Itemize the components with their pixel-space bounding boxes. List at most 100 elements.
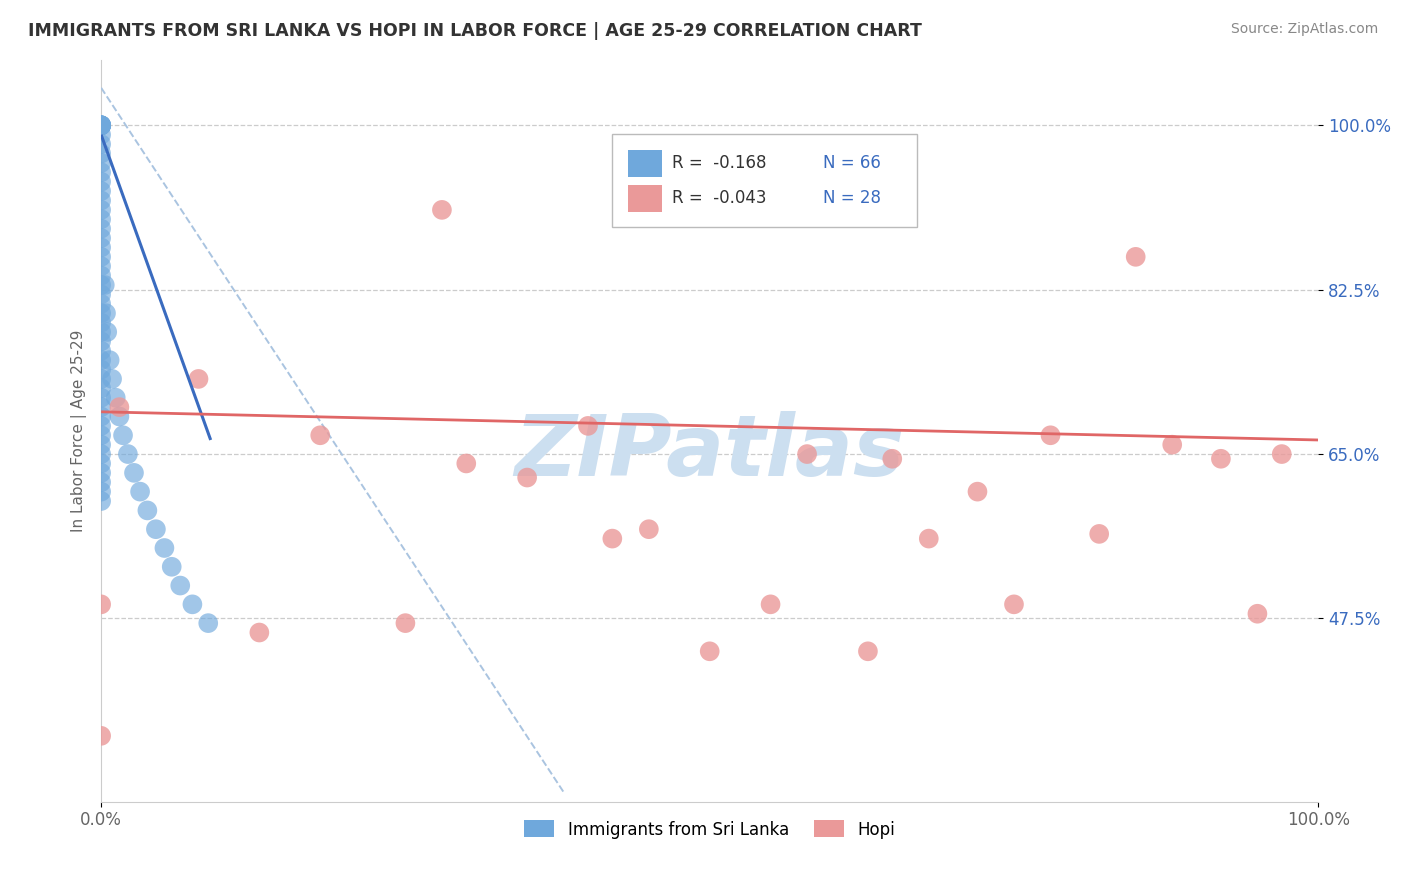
Point bbox=[197, 616, 219, 631]
Text: Source: ZipAtlas.com: Source: ZipAtlas.com bbox=[1230, 22, 1378, 37]
Point bbox=[90, 128, 112, 142]
Text: R =  -0.043: R = -0.043 bbox=[672, 189, 766, 207]
Point bbox=[90, 475, 112, 490]
Text: R =  -0.168: R = -0.168 bbox=[672, 154, 766, 172]
Point bbox=[117, 447, 139, 461]
Point bbox=[90, 202, 112, 217]
Bar bbox=[628, 185, 662, 211]
Point bbox=[104, 391, 127, 405]
Point bbox=[129, 484, 152, 499]
Point bbox=[90, 221, 112, 235]
Point bbox=[90, 353, 112, 368]
FancyBboxPatch shape bbox=[613, 134, 917, 227]
Point bbox=[112, 428, 135, 442]
Point bbox=[90, 119, 112, 133]
Point bbox=[90, 119, 112, 133]
Point bbox=[90, 409, 112, 424]
Point bbox=[90, 119, 112, 133]
Point bbox=[90, 316, 112, 330]
Point bbox=[90, 119, 112, 133]
Point bbox=[90, 268, 112, 283]
Point bbox=[90, 119, 112, 133]
Point bbox=[1039, 428, 1062, 442]
Point bbox=[90, 231, 112, 245]
Point bbox=[1246, 607, 1268, 621]
Point bbox=[90, 146, 112, 161]
Point bbox=[145, 522, 167, 536]
Point bbox=[90, 447, 112, 461]
Point bbox=[90, 381, 112, 395]
Point bbox=[90, 119, 112, 133]
Point bbox=[90, 484, 112, 499]
Point bbox=[187, 372, 209, 386]
Point bbox=[90, 494, 112, 508]
Point bbox=[602, 532, 624, 546]
Point bbox=[90, 729, 112, 743]
Point bbox=[90, 119, 112, 133]
Point bbox=[309, 428, 332, 442]
Point bbox=[918, 532, 941, 546]
Point bbox=[90, 466, 112, 480]
Point bbox=[90, 362, 112, 376]
Point bbox=[90, 212, 112, 227]
Point bbox=[699, 644, 721, 658]
Point bbox=[94, 278, 117, 293]
Point bbox=[90, 418, 112, 433]
Point bbox=[759, 598, 782, 612]
Point bbox=[94, 306, 117, 320]
Point bbox=[430, 202, 453, 217]
Point bbox=[90, 598, 112, 612]
Point bbox=[90, 287, 112, 301]
Point bbox=[90, 194, 112, 208]
Point bbox=[169, 578, 191, 592]
Point bbox=[1209, 451, 1232, 466]
Point bbox=[90, 184, 112, 198]
Point bbox=[882, 451, 904, 466]
Point bbox=[90, 240, 112, 254]
Text: ZIPatlas: ZIPatlas bbox=[515, 411, 905, 494]
Legend: Immigrants from Sri Lanka, Hopi: Immigrants from Sri Lanka, Hopi bbox=[517, 814, 901, 846]
Point bbox=[90, 334, 112, 349]
Point bbox=[160, 559, 183, 574]
Point bbox=[98, 353, 121, 368]
Point bbox=[856, 644, 879, 658]
Point bbox=[153, 541, 176, 555]
Point bbox=[90, 306, 112, 320]
Point bbox=[1002, 598, 1025, 612]
Point bbox=[796, 447, 818, 461]
Point bbox=[90, 428, 112, 442]
Point bbox=[90, 278, 112, 293]
Point bbox=[966, 484, 988, 499]
Point bbox=[247, 625, 270, 640]
Point bbox=[576, 418, 599, 433]
Text: N = 66: N = 66 bbox=[823, 154, 880, 172]
Point bbox=[90, 156, 112, 170]
Point bbox=[90, 119, 112, 133]
Point bbox=[1125, 250, 1147, 264]
Text: N = 28: N = 28 bbox=[823, 189, 882, 207]
Point bbox=[90, 343, 112, 358]
Point bbox=[96, 325, 118, 339]
Point bbox=[108, 400, 131, 414]
Point bbox=[456, 457, 478, 471]
Y-axis label: In Labor Force | Age 25-29: In Labor Force | Age 25-29 bbox=[72, 329, 87, 532]
Point bbox=[90, 137, 112, 152]
Point bbox=[90, 438, 112, 452]
Point bbox=[108, 409, 131, 424]
Bar bbox=[628, 150, 662, 177]
Text: IMMIGRANTS FROM SRI LANKA VS HOPI IN LABOR FORCE | AGE 25-29 CORRELATION CHART: IMMIGRANTS FROM SRI LANKA VS HOPI IN LAB… bbox=[28, 22, 922, 40]
Point bbox=[101, 372, 124, 386]
Point bbox=[637, 522, 659, 536]
Point bbox=[90, 259, 112, 273]
Point bbox=[90, 391, 112, 405]
Point bbox=[181, 598, 204, 612]
Point bbox=[90, 457, 112, 471]
Point bbox=[516, 470, 538, 484]
Point bbox=[1088, 527, 1111, 541]
Point bbox=[90, 165, 112, 179]
Point bbox=[90, 400, 112, 414]
Point bbox=[122, 466, 145, 480]
Point bbox=[90, 297, 112, 311]
Point bbox=[1271, 447, 1294, 461]
Point bbox=[90, 250, 112, 264]
